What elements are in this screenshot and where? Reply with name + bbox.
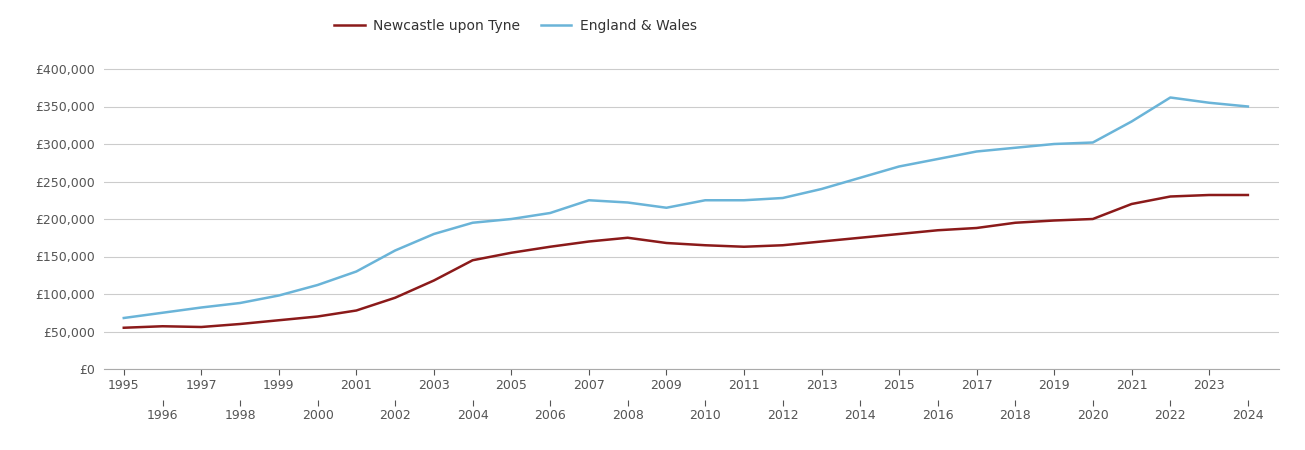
Newcastle upon Tyne [968,225,984,231]
England & Wales [1202,100,1218,105]
Newcastle upon Tyne [504,250,519,256]
Newcastle upon Tyne [775,243,791,248]
Newcastle upon Tyne [659,240,675,246]
England & Wales [543,210,559,216]
England & Wales [1163,95,1178,100]
Newcastle upon Tyne [697,243,713,248]
Newcastle upon Tyne [736,244,752,249]
England & Wales [891,164,907,169]
Newcastle upon Tyne [116,325,132,330]
Newcastle upon Tyne [309,314,325,319]
Newcastle upon Tyne [271,318,287,323]
Newcastle upon Tyne [1124,201,1139,207]
England & Wales [309,282,325,288]
England & Wales [659,205,675,211]
England & Wales [155,310,171,315]
England & Wales [465,220,480,225]
England & Wales [581,198,596,203]
Newcastle upon Tyne [193,324,209,330]
England & Wales [271,293,287,298]
Newcastle upon Tyne [1163,194,1178,199]
Newcastle upon Tyne [930,228,946,233]
Newcastle upon Tyne [388,295,403,301]
England & Wales [1047,141,1062,147]
England & Wales [930,156,946,162]
Newcastle upon Tyne [814,239,830,244]
England & Wales [814,186,830,192]
Newcastle upon Tyne [852,235,868,240]
England & Wales [852,175,868,180]
England & Wales [1240,104,1255,109]
Newcastle upon Tyne [1007,220,1023,225]
England & Wales [425,231,441,237]
Newcastle upon Tyne [620,235,636,240]
Newcastle upon Tyne [543,244,559,249]
Line: Newcastle upon Tyne: Newcastle upon Tyne [124,195,1248,328]
Newcastle upon Tyne [155,324,171,329]
England & Wales [1007,145,1023,150]
England & Wales [968,149,984,154]
England & Wales [193,305,209,310]
England & Wales [504,216,519,222]
England & Wales [775,195,791,201]
Newcastle upon Tyne [1240,192,1255,198]
Newcastle upon Tyne [891,231,907,237]
England & Wales [388,248,403,253]
Line: England & Wales: England & Wales [124,98,1248,318]
England & Wales [232,300,248,306]
England & Wales [697,198,713,203]
England & Wales [736,198,752,203]
Legend: Newcastle upon Tyne, England & Wales: Newcastle upon Tyne, England & Wales [329,14,702,39]
England & Wales [116,315,132,321]
Newcastle upon Tyne [581,239,596,244]
Newcastle upon Tyne [232,321,248,327]
Newcastle upon Tyne [1047,218,1062,223]
England & Wales [1084,140,1100,145]
England & Wales [620,200,636,205]
Newcastle upon Tyne [425,278,441,283]
Newcastle upon Tyne [1084,216,1100,222]
Newcastle upon Tyne [348,308,364,313]
Newcastle upon Tyne [465,257,480,263]
England & Wales [1124,119,1139,124]
Newcastle upon Tyne [1202,192,1218,198]
England & Wales [348,269,364,274]
